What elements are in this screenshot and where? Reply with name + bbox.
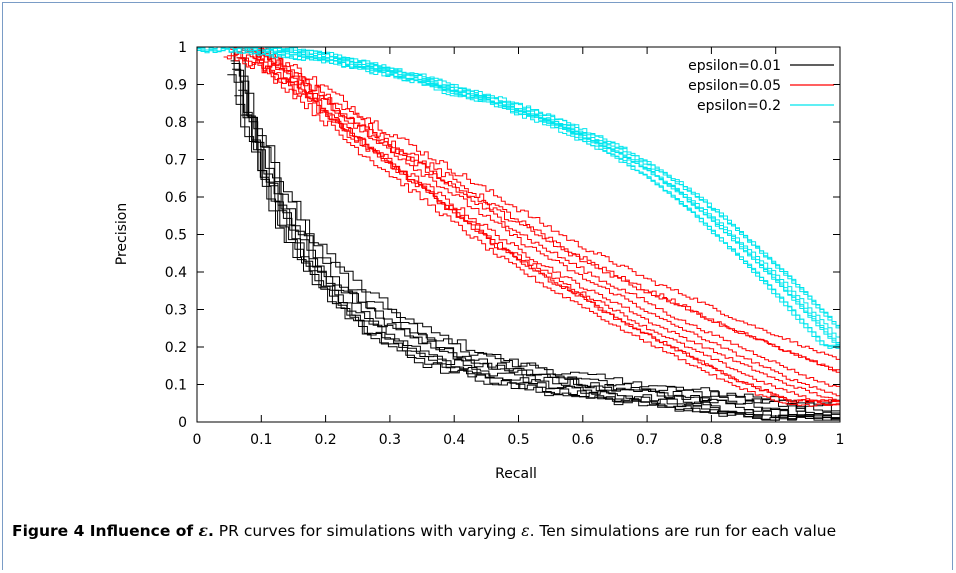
x-tick-label: 0: [193, 432, 202, 448]
caption-lead-text: Figure 4 Influence of: [12, 522, 199, 540]
series-0-run-9: [227, 74, 841, 421]
pr-chart: 0 0.1 0.2 0.3 0.4 0.5 0.6 0.7 0.8 0.9 1 0 0.1 0.2 0.3 0…: [114, 40, 845, 482]
x-tick-label: 0.6: [572, 432, 594, 448]
caption-lead-end: .: [207, 522, 214, 540]
figure-caption: Figure 4 Influence of ε. PR curves for s…: [12, 521, 932, 541]
series-1-run-8: [225, 46, 841, 403]
x-tick-label: 0.4: [443, 432, 465, 448]
series-1-run-9: [227, 46, 841, 373]
series-1-run-7: [236, 57, 841, 372]
y-tick-label: 0.9: [165, 78, 187, 94]
legend-label-0: epsilon=0.01: [688, 58, 781, 74]
y-tick-label: 0.8: [165, 115, 187, 131]
axis-ticks: 0 0.1 0.2 0.3 0.4 0.5 0.6 0.7 0.8 0.9 1 0 0.1 0.2 0.3 0…: [165, 40, 845, 448]
y-tick-label: 0.7: [165, 153, 187, 169]
caption-body-2: . Ten simulations are run for each value: [529, 522, 837, 540]
y-tick-label: 0.6: [165, 190, 187, 206]
series-1-run-3: [223, 51, 841, 407]
x-tick-label: 0.5: [507, 432, 529, 448]
series-2-run-9: [197, 46, 841, 348]
x-tick-label: 1: [836, 432, 845, 448]
series-1-run-1: [237, 48, 841, 403]
y-tick-label: 0.1: [165, 378, 187, 394]
x-tick-label: 0.1: [250, 432, 272, 448]
series-2-run-8: [197, 47, 841, 349]
y-tick-label: 1: [178, 40, 187, 56]
x-tick-label: 0.9: [765, 432, 787, 448]
series-0-run-8: [240, 114, 841, 418]
y-tick-label: 0: [178, 415, 187, 431]
caption-lead-symbol: ε: [198, 521, 208, 540]
y-tick-label: 0.2: [165, 340, 187, 356]
legend: epsilon=0.01 epsilon=0.05 epsilon=0.2: [688, 58, 834, 114]
series-0-run-6: [225, 46, 841, 414]
series-1-run-0: [224, 46, 841, 360]
caption-body-1: PR curves for simulations with varying: [213, 522, 522, 540]
series-0-run-7: [234, 95, 841, 421]
series-0-run-1: [231, 63, 841, 407]
y-tick-label: 0.5: [165, 228, 187, 244]
plot-lines: [197, 46, 841, 421]
legend-label-2: epsilon=0.2: [697, 98, 781, 114]
x-tick-label: 0.8: [700, 432, 722, 448]
caption-lead: Figure 4 Influence of ε.: [12, 521, 214, 540]
y-axis-label: Precision: [114, 203, 130, 265]
series-2-run-4: [197, 46, 841, 333]
series-1-run-2: [227, 51, 841, 403]
x-tick-label: 0.7: [636, 432, 658, 448]
x-tick-label: 0.3: [379, 432, 401, 448]
legend-label-1: epsilon=0.05: [688, 78, 781, 94]
x-axis-label: Recall: [495, 466, 537, 482]
y-tick-label: 0.4: [165, 265, 187, 281]
caption-body-symbol: ε: [521, 522, 530, 540]
series-0-run-3: [236, 57, 841, 413]
x-tick-label: 0.2: [314, 432, 336, 448]
series-1-run-4: [237, 46, 841, 391]
y-tick-label: 0.3: [165, 303, 187, 319]
